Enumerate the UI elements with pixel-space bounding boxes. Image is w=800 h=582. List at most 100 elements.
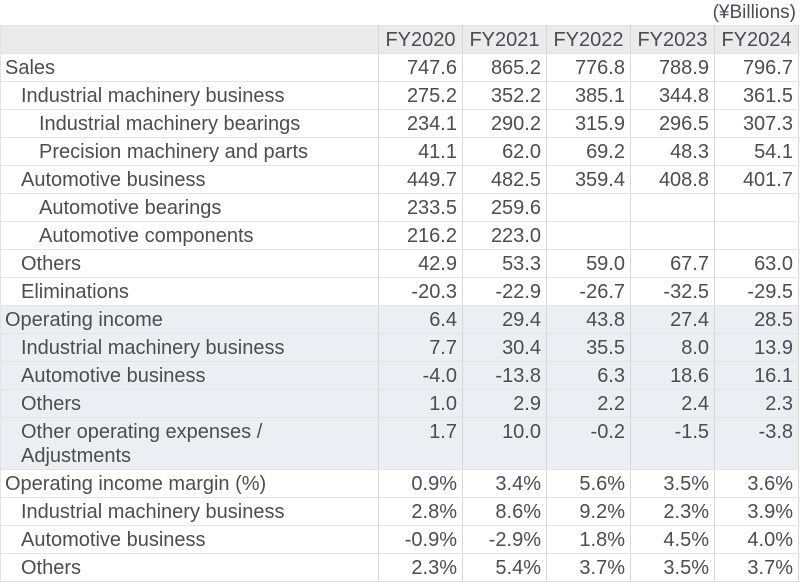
value-cell: 5.6% (546, 469, 631, 498)
value-cell: 2.9 (462, 389, 547, 418)
row-label: Industrial machinery business (0, 81, 379, 110)
value-cell: -20.3 (378, 277, 463, 306)
row-label: Others (0, 553, 379, 582)
value-cell: 449.7 (378, 165, 463, 194)
value-cell: -29.5 (714, 277, 799, 306)
value-cell: 28.5 (714, 305, 799, 334)
row-label: Industrial machinery business (0, 497, 379, 526)
row-label: Precision machinery and parts (0, 137, 379, 166)
value-cell: 3.5% (630, 469, 715, 498)
column-header-fy2024: FY2024 (714, 25, 799, 54)
value-cell: -22.9 (462, 277, 547, 306)
table-row: Automotive business -4.0 -13.8 6.3 18.6 16.1 (0, 361, 799, 390)
value-cell: 42.9 (378, 249, 463, 278)
column-header-fy2022: FY2022 (546, 25, 631, 54)
row-label: Industrial machinery business (0, 333, 379, 362)
value-cell: 234.1 (378, 109, 463, 138)
table-row: Others 1.0 2.9 2.2 2.4 2.3 (0, 389, 799, 418)
value-cell: 18.6 (630, 361, 715, 390)
value-cell: 3.7% (546, 553, 631, 582)
value-cell: 401.7 (714, 165, 799, 194)
table-row: Others 2.3% 5.4% 3.7% 3.5% 3.7% (0, 553, 799, 582)
value-cell: 13.9 (714, 333, 799, 362)
value-cell: 3.5% (630, 553, 715, 582)
value-cell: 796.7 (714, 53, 799, 82)
table-row: Automotive components 216.2 223.0 (0, 221, 799, 250)
value-cell (630, 221, 715, 250)
value-cell: 1.8% (546, 525, 631, 554)
value-cell: 865.2 (462, 53, 547, 82)
value-cell: 2.3% (378, 553, 463, 582)
value-cell: -2.9% (462, 525, 547, 554)
value-cell: 290.2 (462, 109, 547, 138)
value-cell: 1.0 (378, 389, 463, 418)
table-row: Precision machinery and parts 41.1 62.0 69.… (0, 137, 799, 166)
value-cell (546, 193, 631, 222)
row-label: Automotive business (0, 525, 379, 554)
value-cell: -0.9% (378, 525, 463, 554)
value-cell: 296.5 (630, 109, 715, 138)
table-row: Other operating expenses / Adjustments 1.… (0, 417, 799, 470)
value-cell: 16.1 (714, 361, 799, 390)
value-cell: 352.2 (462, 81, 547, 110)
value-cell: 2.4 (630, 389, 715, 418)
row-label: Operating income (0, 305, 379, 334)
row-label: Other operating expenses / Adjustments (0, 417, 379, 470)
value-cell: -3.8 (714, 417, 799, 470)
row-label: Industrial machinery bearings (0, 109, 379, 138)
table-row: Operating income margin (%) 0.9% 3.4% 5.6% 3… (0, 469, 799, 498)
value-cell: 5.4% (462, 553, 547, 582)
row-label: Others (0, 389, 379, 418)
table-row: Industrial machinery bearings 234.1 290.2 3… (0, 109, 799, 138)
row-label: Operating income margin (%) (0, 469, 379, 498)
value-cell: 53.3 (462, 249, 547, 278)
value-cell: 69.2 (546, 137, 631, 166)
value-cell: 4.5% (630, 525, 715, 554)
value-cell: 2.2 (546, 389, 631, 418)
column-header-fy2021: FY2021 (462, 25, 547, 54)
unit-label: (¥Billions) (712, 2, 796, 23)
value-cell: 8.0 (630, 333, 715, 362)
value-cell: 27.4 (630, 305, 715, 334)
value-cell: -32.5 (630, 277, 715, 306)
value-cell: 275.2 (378, 81, 463, 110)
table-row: Automotive business -0.9% -2.9% 1.8% 4.5% 4.0… (0, 525, 799, 554)
value-cell (546, 221, 631, 250)
value-cell: 361.5 (714, 81, 799, 110)
value-cell: 223.0 (462, 221, 547, 250)
value-cell: 359.4 (546, 165, 631, 194)
column-header-fy2023: FY2023 (630, 25, 715, 54)
header-row: FY2020 FY2021 FY2022 FY2023 FY2024 (0, 25, 799, 54)
value-cell: 4.0% (714, 525, 799, 554)
value-cell: 3.7% (714, 553, 799, 582)
value-cell: 35.5 (546, 333, 631, 362)
value-cell: 233.5 (378, 193, 463, 222)
value-cell: 59.0 (546, 249, 631, 278)
value-cell: 63.0 (714, 249, 799, 278)
value-cell: 259.6 (462, 193, 547, 222)
value-cell: 3.4% (462, 469, 547, 498)
value-cell: 41.1 (378, 137, 463, 166)
financial-table: FY2020 FY2021 FY2022 FY2023 FY2024 Sales 747.… (0, 25, 799, 582)
value-cell (714, 221, 799, 250)
value-cell: 30.4 (462, 333, 547, 362)
value-cell: -26.7 (546, 277, 631, 306)
value-cell: 2.3% (630, 497, 715, 526)
value-cell: 3.6% (714, 469, 799, 498)
table-row: Others 42.9 53.3 59.0 67.7 63.0 (0, 249, 799, 278)
row-label: Sales (0, 53, 379, 82)
table-row: Industrial machinery business 2.8% 8.6% 9.2… (0, 497, 799, 526)
value-cell: 1.7 (378, 417, 463, 470)
row-label: Automotive components (0, 221, 379, 250)
row-label-column-header (0, 25, 379, 54)
value-cell: 8.6% (462, 497, 547, 526)
table-row: Industrial machinery business 7.7 30.4 35.5… (0, 333, 799, 362)
value-cell: 315.9 (546, 109, 631, 138)
value-cell: -4.0 (378, 361, 463, 390)
table-row: Sales 747.6 865.2 776.8 788.9 796.7 (0, 53, 799, 82)
value-cell (714, 193, 799, 222)
value-cell: -1.5 (630, 417, 715, 470)
value-cell: 43.8 (546, 305, 631, 334)
value-cell: 216.2 (378, 221, 463, 250)
table-row: Industrial machinery business 275.2 352.2 3… (0, 81, 799, 110)
